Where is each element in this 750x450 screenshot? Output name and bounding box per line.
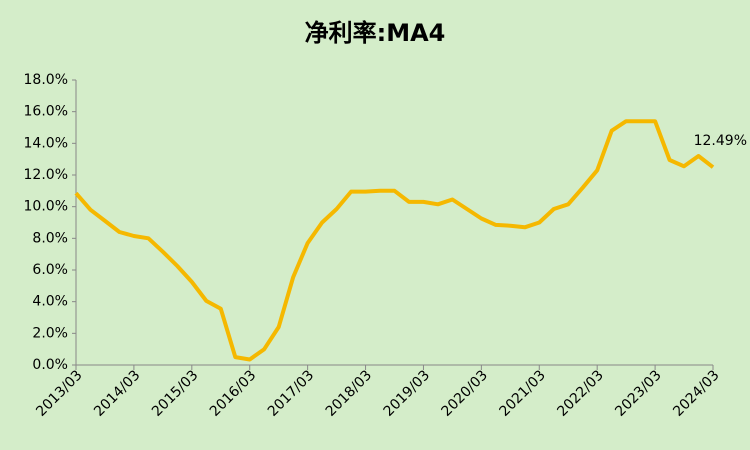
y-tick-label: 10.0% bbox=[24, 199, 68, 215]
y-tick-label: 16.0% bbox=[24, 104, 68, 120]
chart-title: 净利率:MA4 bbox=[305, 19, 446, 47]
y-tick-label: 6.0% bbox=[32, 262, 68, 278]
data-label: 12.49% bbox=[694, 133, 747, 149]
y-tick-label: 8.0% bbox=[32, 230, 68, 246]
y-tick-label: 18.0% bbox=[24, 72, 68, 88]
y-tick-label: 12.0% bbox=[24, 167, 68, 183]
y-tick-label: 0.0% bbox=[32, 357, 68, 373]
y-tick-label: 14.0% bbox=[24, 135, 68, 151]
y-tick-label: 2.0% bbox=[32, 325, 68, 341]
line-series bbox=[74, 119, 715, 362]
y-tick-label: 4.0% bbox=[32, 294, 68, 310]
